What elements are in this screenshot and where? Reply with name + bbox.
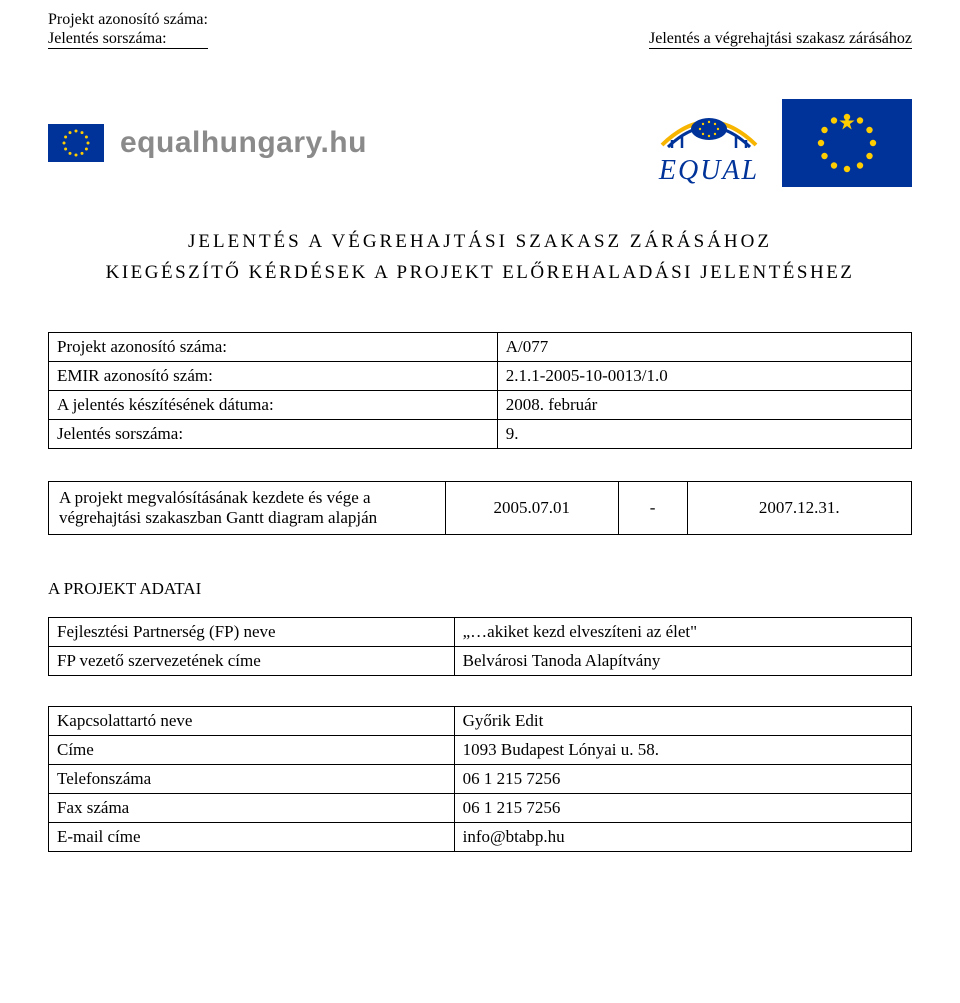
table-row: E-mail címe info@btabp.hu [49,823,912,852]
title-line1: JELENTÉS A VÉGREHAJTÁSI SZAKASZ ZÁRÁSÁHO… [48,227,912,257]
title-line2: KIEGÉSZÍTŐ KÉRDÉSEK A PROJEKT ELŐREHALAD… [48,258,912,288]
equal-arc-icon [654,105,764,153]
eu-flag-small-icon [48,124,104,162]
cell-label: E-mail címe [49,823,455,852]
cell-label: EMIR azonosító szám: [49,362,498,391]
cell-value: 2.1.1-2005-10-0013/1.0 [497,362,911,391]
header-left-line2: Jelentés sorszáma: [48,29,208,49]
table-row: Projekt azonosító száma: A/077 [49,333,912,362]
cell-value: Belvárosi Tanoda Alapítvány [454,647,911,676]
cell-label: Fax száma [49,794,455,823]
header-right-text: Jelentés a végrehajtási szakasz zárásáho… [649,29,912,49]
logo-left-group: equalhungary.hu [48,124,367,162]
end-date: 2007.12.31. [687,482,911,535]
cell-label: FP vezető szervezetének címe [49,647,455,676]
section-title: A PROJEKT ADATAI [48,579,912,599]
header-left: Projekt azonosító száma: Jelentés sorszá… [48,10,208,51]
info-table: Projekt azonosító száma: A/077 EMIR azon… [48,332,912,449]
cell-value: Győrik Edit [454,707,911,736]
table-row: Fax száma 06 1 215 7256 [49,794,912,823]
dates-table: A projekt megvalósításának kezdete és vé… [48,481,912,535]
start-date: 2005.07.01 [445,482,618,535]
eu-flag-large-icon [782,99,912,187]
cell-value: 9. [497,420,911,449]
equal-word: EQUAL [654,155,764,187]
table-row: Kapcsolattartó neve Győrik Edit [49,707,912,736]
cell-value: A/077 [497,333,911,362]
partnership-table: Fejlesztési Partnerség (FP) neve „…akike… [48,617,912,676]
date-dash: - [618,482,687,535]
table-row: A jelentés készítésének dátuma: 2008. fe… [49,391,912,420]
title-block: JELENTÉS A VÉGREHAJTÁSI SZAKASZ ZÁRÁSÁHO… [48,227,912,288]
contact-table: Kapcsolattartó neve Győrik Edit Címe 109… [48,706,912,852]
cell-value: 06 1 215 7256 [454,794,911,823]
logo-row: equalhungary.hu EQUAL [48,99,912,187]
cell-label: Projekt azonosító száma: [49,333,498,362]
table-row: A projekt megvalósításának kezdete és vé… [49,482,912,535]
cell-value: info@btabp.hu [454,823,911,852]
logo-right-group: EQUAL [654,99,912,187]
cell-value: 1093 Budapest Lónyai u. 58. [454,736,911,765]
cell-label: Fejlesztési Partnerség (FP) neve [49,618,455,647]
header-right: Jelentés a végrehajtási szakasz zárásáho… [649,10,912,51]
brand-text: equalhungary.hu [120,126,367,160]
equal-logo-block: EQUAL [654,105,764,187]
table-row: Fejlesztési Partnerség (FP) neve „…akike… [49,618,912,647]
table-row: Telefonszáma 06 1 215 7256 [49,765,912,794]
cell-label: Kapcsolattartó neve [49,707,455,736]
cell-value: „…akiket kezd elveszíteni az élet" [454,618,911,647]
cell-label: Jelentés sorszáma: [49,420,498,449]
dates-desc: A projekt megvalósításának kezdete és vé… [49,482,446,535]
header-left-line1: Projekt azonosító száma: [48,10,208,29]
table-row: FP vezető szervezetének címe Belvárosi T… [49,647,912,676]
table-row: Címe 1093 Budapest Lónyai u. 58. [49,736,912,765]
table-row: Jelentés sorszáma: 9. [49,420,912,449]
cell-value: 2008. február [497,391,911,420]
cell-label: Telefonszáma [49,765,455,794]
cell-label: Címe [49,736,455,765]
table-row: EMIR azonosító szám: 2.1.1-2005-10-0013/… [49,362,912,391]
page-header: Projekt azonosító száma: Jelentés sorszá… [48,10,912,51]
cell-value: 06 1 215 7256 [454,765,911,794]
cell-label: A jelentés készítésének dátuma: [49,391,498,420]
